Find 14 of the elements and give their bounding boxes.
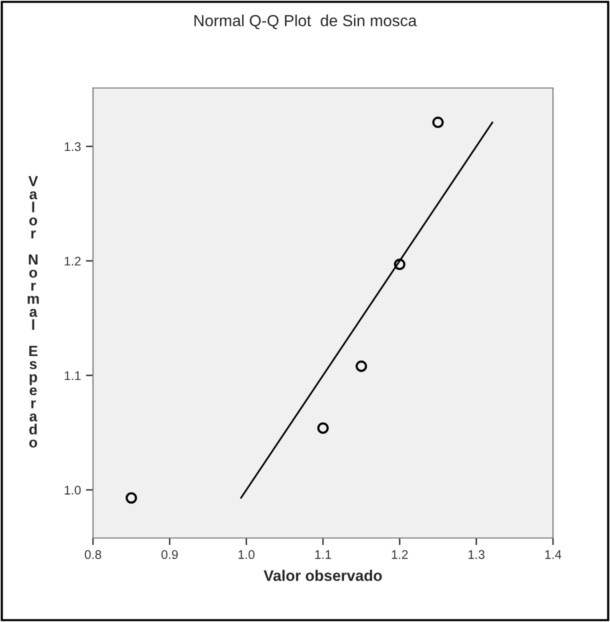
y-tick-label: 1.1 <box>64 371 81 380</box>
x-tick-label: 1.3 <box>468 550 484 559</box>
x-tick-label: 1.4 <box>545 550 562 559</box>
x-tick-label: 0.8 <box>84 550 102 559</box>
y-tick-label: 1.0 <box>64 486 81 495</box>
x-tick-label: 1.0 <box>238 550 255 559</box>
x-axis-title: Valor observado <box>264 570 382 582</box>
x-tick-label: 1.1 <box>315 550 332 559</box>
x-tick-label: 1.2 <box>392 550 408 559</box>
y-tick-label: 1.3 <box>64 142 81 152</box>
text: Valor Normal Esperado <box>28 176 39 448</box>
chart-title: Normal Q-Q Plot de Sin mosca <box>194 14 417 30</box>
y-tick-label: 1.2 <box>64 256 81 266</box>
x-tick-label: 0.9 <box>161 550 178 559</box>
